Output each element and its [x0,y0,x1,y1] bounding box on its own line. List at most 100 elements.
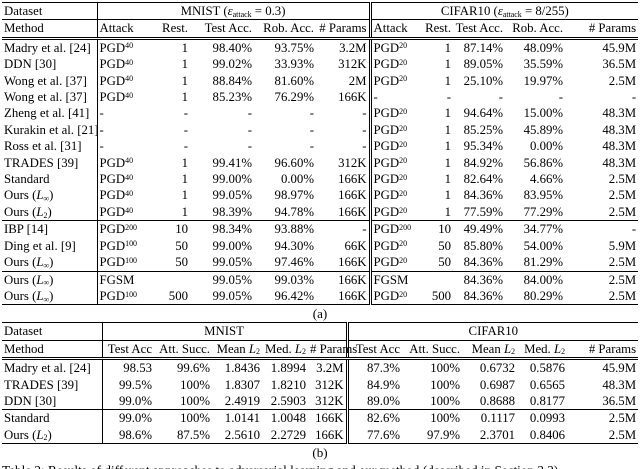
value-cell: 45.9M [602,361,637,376]
value-cell: 99.05% [212,188,252,203]
subcaption-b: (b) [312,445,328,461]
value-cell: 100% [154,409,212,427]
value-cell: 0.6565 [529,377,566,392]
value-cell: 3.2M [339,40,367,55]
value-cell: 100% [430,377,461,392]
value-cell: PGD20 [368,138,418,155]
value-cell: 85.23% [212,90,252,105]
value-cell: 0.6732 [479,361,516,376]
column-header: Test Acc [345,340,403,361]
value-cell: 312K [315,377,344,392]
value-cell: 33.93% [274,57,314,72]
value-cell: 99.6% [176,361,210,376]
table-row: Ours (L2) PGD40 1 98.39% 94.78% 166K PGD20 1 77.… [2,203,638,221]
column-header: Test Acc [101,340,154,361]
column-header: Mean L2 [212,340,262,361]
value-cell: 84.36% [463,255,504,270]
dataset-group-header: CIFAR10 (εattack = 8/255) [368,2,639,21]
method-cell: DDN [30] [4,57,57,72]
value-cell: - [368,89,418,106]
value-cell: 500 [431,288,452,303]
value-cell: - [309,122,314,137]
value-cell: 34.77% [505,220,566,238]
value-cell: 1.0048 [262,409,308,427]
value-cell: PGD20 [368,287,418,305]
value-cell: 166K [338,288,367,303]
value-cell: 99.05% [212,255,252,270]
value-cell: 2.5M [608,172,637,187]
value-cell: 48.3M [602,122,637,137]
value-cell: 0.6987 [479,377,516,392]
value-cell: - [96,121,148,139]
value-cell: 1 [181,57,188,72]
value-cell: 1 [181,155,188,170]
value-cell: 50 [438,255,452,270]
value-cell: - [96,138,148,155]
value-cell: 99.00% [212,172,252,187]
value-cell: 0.1117 [462,409,518,427]
value-cell: 1 [444,106,452,121]
value-cell: 81.29% [523,255,564,270]
value-cell: PGD100 [96,254,148,271]
table-row: TRADES [39] 99.5% 100% 1.8307 1.8210 312K 84.9… [2,376,638,393]
value-cell: - [558,90,564,105]
method-cell: Madry et al. [24] [4,40,91,55]
value-cell: 166K [338,172,367,187]
value-cell: 2.5M [567,409,639,427]
value-cell: FGSM [368,270,418,288]
dataset-group-header: MNIST [101,322,348,341]
value-cell: 54.00% [523,238,564,253]
value-cell: PGD20 [368,105,418,122]
value-cell: - [183,139,188,154]
value-cell: 50 [175,238,188,253]
value-cell: 1 [181,188,188,203]
value-cell: 10 [417,220,454,238]
value-cell: 1 [181,172,188,187]
corner-label-dataset: Dataset [2,322,102,341]
value-cell: PGD20 [368,237,418,255]
value-cell: 1.8436 [224,361,260,376]
column-header: # Params [316,19,371,40]
value-cell: 94.64% [463,106,504,121]
value-cell: 77.59% [463,204,504,219]
value-cell: 89.05% [463,57,504,72]
value-cell: 56.86% [523,155,564,170]
value-cell: 88.84% [212,73,252,88]
value-cell: 48.3M [602,377,637,392]
value-cell: 84.92% [463,155,504,170]
row-group: Ours (L∞) FGSM 99.05% 99.03% 166K FGSM 84.36% 8… [2,270,639,305]
value-cell: 98.6% [101,426,154,444]
value-cell: 82.64% [463,172,504,187]
value-cell: - [247,139,252,154]
row-group: Standard 99.0% 100% 1.0141 1.0048 166K 82.6% 10… [2,409,639,444]
corner-label-dataset: Dataset [2,2,97,21]
value-cell: 50 [438,238,452,253]
method-cell: DDN [30] [4,393,57,408]
method-cell: Kurakin et al. [21] [4,122,99,137]
value-cell: 500 [168,288,188,303]
value-cell: 1.8307 [224,377,260,392]
value-cell: 84.9% [345,376,403,393]
table-row: Kurakin et al. [21] - - - - - PGD20 1 85.25% 45.8… [2,121,638,139]
method-cell: Standard [4,172,50,187]
method-cell: Ours (L∞) [2,270,97,288]
value-cell: - [565,220,639,238]
value-cell [417,270,454,288]
table-row: Wong et al. [37] PGD40 1 85.23% 76.29% 166K - -… [2,89,638,106]
column-header: Med. L2 [262,340,308,361]
value-cell: 15.00% [523,106,564,121]
value-cell: PGD40 [96,72,148,90]
value-cell: 100% [430,393,461,408]
value-cell: 0.8406 [529,427,566,442]
value-cell: PGD100 [96,287,148,305]
value-cell: 87.3% [345,358,403,377]
value-cell: - [183,106,188,121]
value-cell: 166K [338,204,367,219]
method-cell: Wong et al. [37] [4,73,87,88]
value-cell: 100% [180,377,210,392]
value-cell: 48.3M [602,139,637,154]
value-cell: 2M [348,73,367,88]
value-cell: 84.36% [453,270,506,288]
value-cell: 1.8994 [270,361,306,376]
value-cell: 98.34% [190,220,254,238]
